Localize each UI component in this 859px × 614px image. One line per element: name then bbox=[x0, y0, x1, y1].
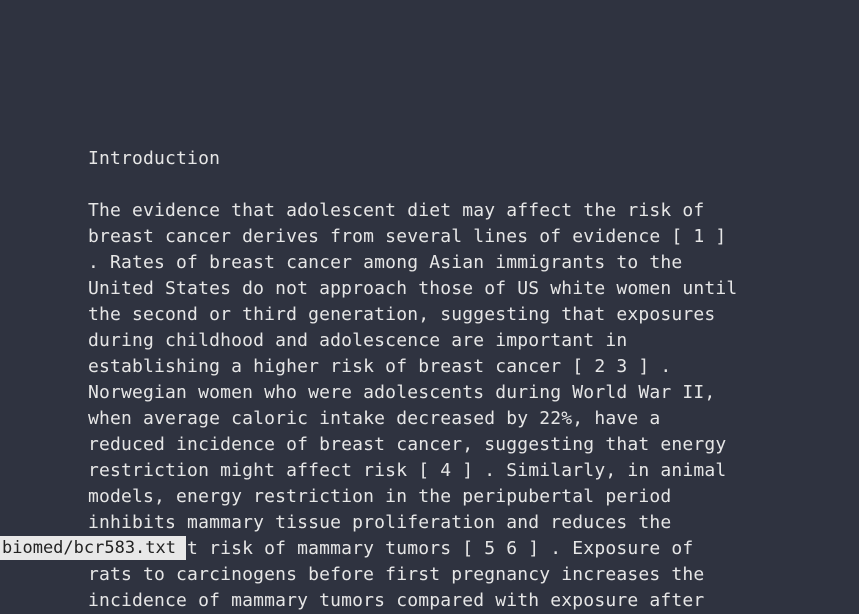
text-line: establishing a higher risk of breast can… bbox=[88, 356, 672, 377]
text-line: breast cancer derives from several lines… bbox=[88, 226, 727, 247]
text-line: inhibits mammary tissue proliferation an… bbox=[88, 512, 672, 533]
document: Introduction The evidence that adolescen… bbox=[88, 94, 737, 614]
text-line: during childhood and adolescence are imp… bbox=[88, 330, 628, 351]
text-line: . Rates of breast cancer among Asian imm… bbox=[88, 252, 683, 273]
text-line: Norwegian women who were adolescents dur… bbox=[88, 382, 716, 403]
text-line: the second or third generation, suggesti… bbox=[88, 304, 716, 325]
text-line: The evidence that adolescent diet may af… bbox=[88, 200, 705, 221]
text-line: restriction might affect risk [ 4 ] . Si… bbox=[88, 460, 727, 481]
text-line: incidence of mammary tumors compared wit… bbox=[88, 590, 705, 611]
text-line: when average caloric intake decreased by… bbox=[88, 408, 661, 429]
text-line: models, energy restriction in the peripu… bbox=[88, 486, 672, 507]
status-bar: biomed/bcr583.txt bbox=[0, 536, 186, 560]
text-line: reduced incidence of breast cancer, sugg… bbox=[88, 434, 727, 455]
screen: Introduction The evidence that adolescen… bbox=[0, 148, 738, 611]
text-line: rats to carcinogens before first pregnan… bbox=[88, 564, 705, 585]
text-line: United States do not approach those of U… bbox=[88, 278, 738, 299]
heading: Introduction bbox=[88, 148, 221, 169]
